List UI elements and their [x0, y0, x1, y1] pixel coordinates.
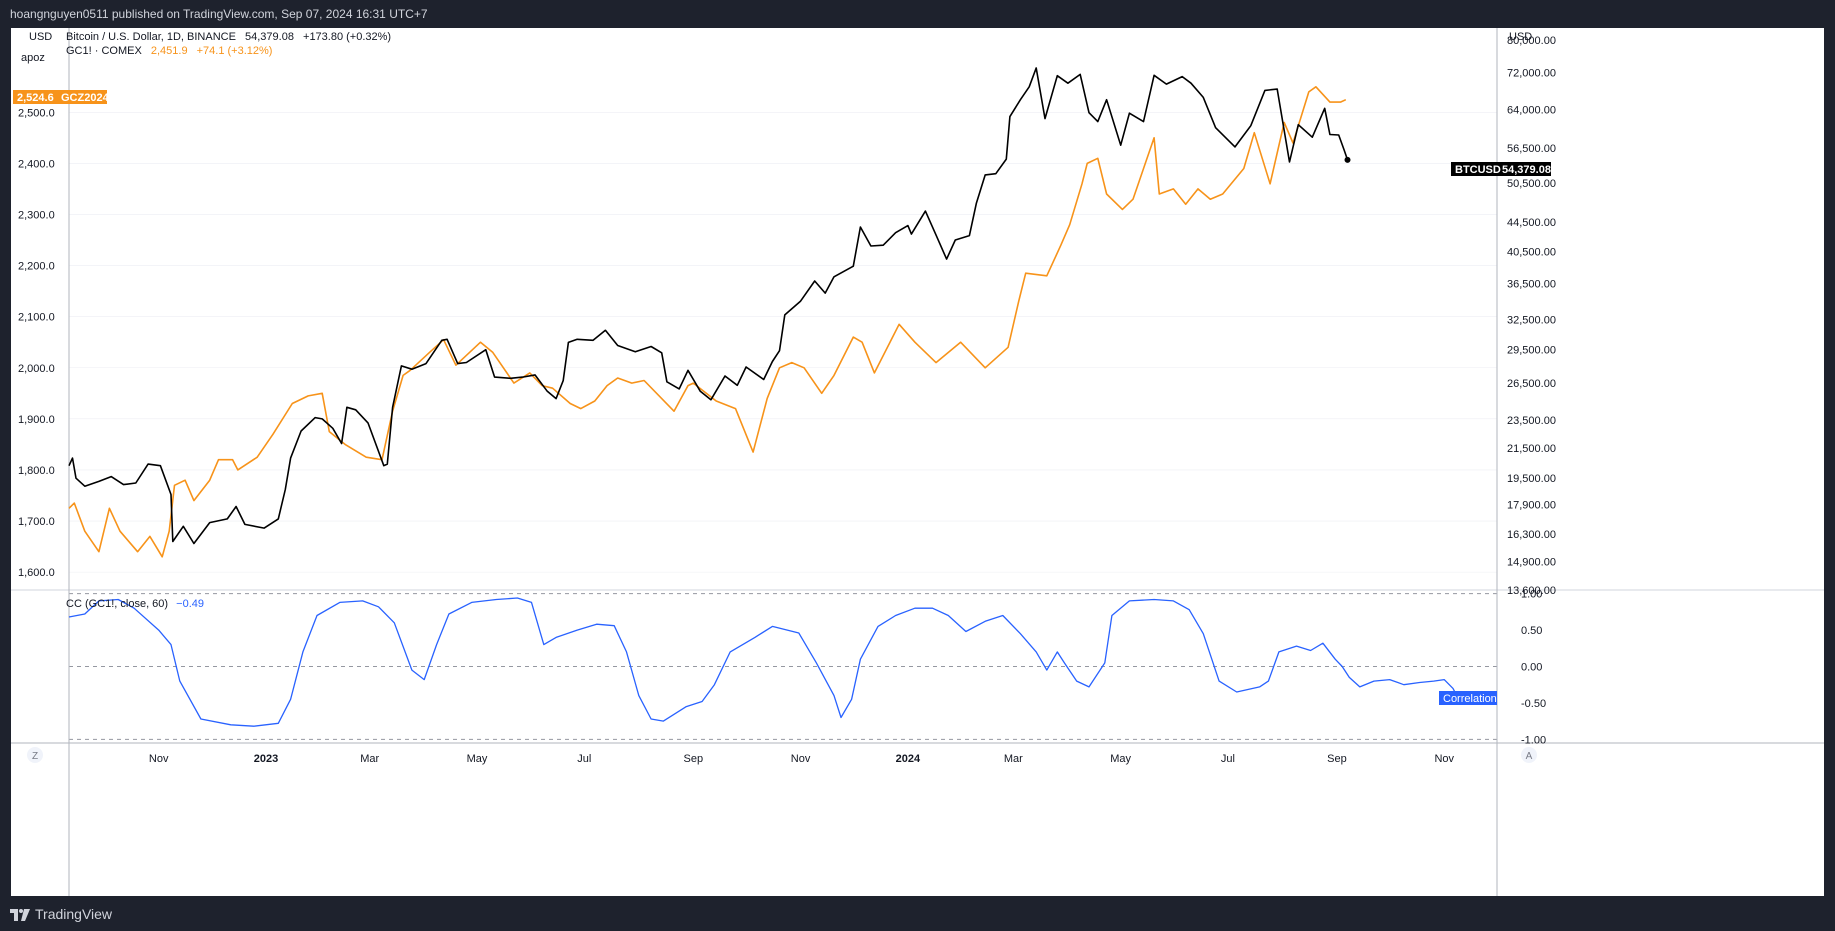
time-tick-label: Jul [577, 753, 591, 765]
time-tick-label: 2023 [254, 753, 278, 765]
time-tick-label: Nov [149, 753, 169, 765]
right-tick-label: 29,500.00 [1507, 345, 1556, 357]
brand-name: TradingView [35, 906, 113, 922]
btc-last-point [1344, 156, 1351, 163]
indicator-tick-label: 1.00 [1521, 589, 1542, 601]
right-currency[interactable]: USD [1509, 31, 1532, 43]
left-tick-label: 2,100.0 [18, 312, 55, 324]
time-tick-label: Mar [360, 753, 379, 765]
zoom-button-label: Z [32, 751, 38, 762]
time-tick-label: Jul [1221, 753, 1235, 765]
indicator-legend-value: −0.49 [176, 598, 204, 610]
indicator-legend[interactable]: CC (GC1!, close, 60) −0.49 [66, 598, 204, 610]
publish-info: hoangnguyen0511 published on TradingView… [10, 7, 428, 21]
btc-series-line [68, 67, 1349, 545]
left-tick-label: 1,800.0 [18, 465, 55, 477]
gold-legend-value: 2,451.9 [151, 45, 188, 57]
indicator-scale[interactable]: 1.00 0.50 0.00 -0.50 -1.00 [1521, 589, 1546, 747]
gold-price-marker [13, 90, 107, 104]
right-tick-label: 40,500.00 [1507, 246, 1556, 258]
gold-marker-symbol: GCZ2024 [61, 92, 110, 104]
right-tick-label: 19,500.00 [1507, 473, 1556, 485]
right-tick-label: 50,500.00 [1507, 178, 1556, 190]
gold-legend-name: GC1! · COMEX [66, 45, 142, 57]
right-price-scale[interactable]: 13,600.00 14,900.00 16,300.00 17,900.00 19,5… [1507, 35, 1556, 597]
btc-legend-change: +173.80 (+0.32%) [303, 31, 391, 43]
indicator-tick-label: 0.50 [1521, 625, 1542, 637]
left-currency[interactable]: USD [29, 31, 52, 43]
btc-marker-symbol: BTCUSD [1455, 164, 1501, 176]
time-tick-label: May [467, 753, 488, 765]
right-tick-label: 32,500.00 [1507, 315, 1556, 327]
chart-area[interactable]: 1,600.0 1,700.0 1,800.0 1,900.0 2,000.0 2,100… [11, 28, 1824, 896]
right-tick-label: 26,500.00 [1507, 378, 1556, 390]
left-tick-label: 2,400.0 [18, 158, 55, 170]
right-tick-label: 21,500.00 [1507, 443, 1556, 455]
time-tick-label: Sep [684, 753, 704, 765]
tradingview-logo-icon [10, 908, 30, 921]
series-layer [68, 67, 1461, 727]
right-tick-label: 80,000.00 [1507, 35, 1556, 47]
gold-legend[interactable]: GC1! · COMEX 2,451.9 +74.1 (+3.12%) [66, 45, 272, 57]
correlation-badge [1439, 691, 1497, 705]
btc-marker-value: 54,379.08 [1502, 164, 1551, 176]
left-tick-label: 2,300.0 [18, 209, 55, 221]
btc-legend-name: Bitcoin / U.S. Dollar, 1D, BINANCE [66, 31, 236, 43]
left-tick-label: 2,000.0 [18, 363, 55, 375]
zoom-button[interactable] [27, 747, 43, 763]
time-tick-label: Nov [791, 753, 811, 765]
left-tick-label: 2,200.0 [18, 261, 55, 273]
left-price-scale[interactable]: 1,600.0 1,700.0 1,800.0 1,900.0 2,000.0 2,100… [18, 107, 55, 579]
right-tick-label: 64,000.00 [1507, 104, 1556, 116]
btc-legend-value: 54,379.08 [245, 31, 294, 43]
indicator-tick-label: -1.00 [1521, 734, 1546, 746]
right-tick-label: 16,300.00 [1507, 529, 1556, 541]
auto-scale-button-label: A [1526, 751, 1533, 762]
right-tick-label: 72,000.00 [1507, 68, 1556, 80]
footer-bar: TradingView [0, 898, 1835, 931]
right-tick-label: 14,900.00 [1507, 557, 1556, 569]
time-scale[interactable]: Nov 2023 Mar May Jul Sep Nov 2024 Mar May Jul Sep No… [149, 753, 1455, 765]
btc-legend[interactable]: Bitcoin / U.S. Dollar, 1D, BINANCE 54,37… [66, 31, 391, 43]
auto-scale-button[interactable] [1521, 747, 1537, 763]
indicator-tick-label: 0.00 [1521, 662, 1542, 674]
gold-marker-value: 2,524.6 [17, 92, 54, 104]
btc-price-marker [1451, 162, 1551, 176]
time-tick-label: Sep [1327, 753, 1347, 765]
gold-series-line [68, 86, 1347, 558]
left-tick-label: 1,900.0 [18, 414, 55, 426]
time-tick-label: Mar [1004, 753, 1023, 765]
tradingview-logo[interactable]: TradingView [10, 898, 112, 931]
right-tick-label: 17,900.00 [1507, 500, 1556, 512]
left-tick-label: 1,700.0 [18, 516, 55, 528]
right-tick-label: 13,600.00 [1507, 585, 1556, 597]
right-tick-label: 56,500.00 [1507, 143, 1556, 155]
time-tick-label: 2024 [896, 753, 921, 765]
indicator-legend-name: CC (GC1!, close, 60) [66, 598, 168, 610]
left-scale-label: apoz [21, 52, 45, 64]
left-tick-label: 2,500.0 [18, 107, 55, 119]
time-tick-label: May [1110, 753, 1131, 765]
gold-legend-change: +74.1 (+3.12%) [197, 45, 273, 57]
indicator-tick-label: -0.50 [1521, 698, 1546, 710]
correlation-badge-label: Correlation [1443, 693, 1497, 705]
left-tick-label: 1,600.0 [18, 567, 55, 579]
chart-svg[interactable]: 1,600.0 1,700.0 1,800.0 1,900.0 2,000.0 2,100… [11, 28, 1824, 896]
right-tick-label: 44,500.00 [1507, 217, 1556, 229]
grid [69, 112, 1497, 740]
correlation-line [68, 597, 1461, 727]
right-tick-label: 36,500.00 [1507, 279, 1556, 291]
right-tick-label: 23,500.00 [1507, 415, 1556, 427]
time-tick-label: Nov [1434, 753, 1454, 765]
